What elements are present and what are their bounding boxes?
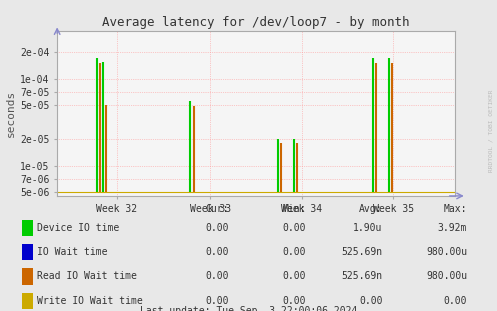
Y-axis label: seconds: seconds: [6, 90, 16, 137]
Text: Cur:: Cur:: [205, 204, 229, 214]
Text: Read IO Wait time: Read IO Wait time: [37, 272, 137, 281]
Text: 0.00: 0.00: [205, 223, 229, 233]
Text: RRDTOOL / TOBI OETIKER: RRDTOOL / TOBI OETIKER: [489, 89, 494, 172]
Bar: [22, 220, 33, 236]
Title: Average latency for /dev/loop7 - by month: Average latency for /dev/loop7 - by mont…: [102, 16, 410, 29]
Bar: [22, 293, 33, 309]
Text: 0.00: 0.00: [205, 272, 229, 281]
Text: 0.00: 0.00: [282, 247, 306, 257]
Text: Min:: Min:: [282, 204, 306, 214]
Text: 0.00: 0.00: [205, 247, 229, 257]
Text: Device IO time: Device IO time: [37, 223, 119, 233]
Text: Avg:: Avg:: [359, 204, 383, 214]
Text: 0.00: 0.00: [444, 296, 467, 306]
Text: Max:: Max:: [444, 204, 467, 214]
Text: 525.69n: 525.69n: [341, 247, 383, 257]
Text: 980.00u: 980.00u: [426, 247, 467, 257]
Text: 1.90u: 1.90u: [353, 223, 383, 233]
Text: 0.00: 0.00: [282, 272, 306, 281]
Text: 0.00: 0.00: [282, 296, 306, 306]
Text: 980.00u: 980.00u: [426, 272, 467, 281]
Text: 0.00: 0.00: [282, 223, 306, 233]
Bar: [22, 268, 33, 285]
Text: 0.00: 0.00: [359, 296, 383, 306]
Text: 3.92m: 3.92m: [438, 223, 467, 233]
Text: IO Wait time: IO Wait time: [37, 247, 108, 257]
Text: Last update: Tue Sep  3 22:00:06 2024: Last update: Tue Sep 3 22:00:06 2024: [140, 306, 357, 311]
Bar: [22, 244, 33, 260]
Text: 525.69n: 525.69n: [341, 272, 383, 281]
Text: 0.00: 0.00: [205, 296, 229, 306]
Text: Write IO Wait time: Write IO Wait time: [37, 296, 143, 306]
